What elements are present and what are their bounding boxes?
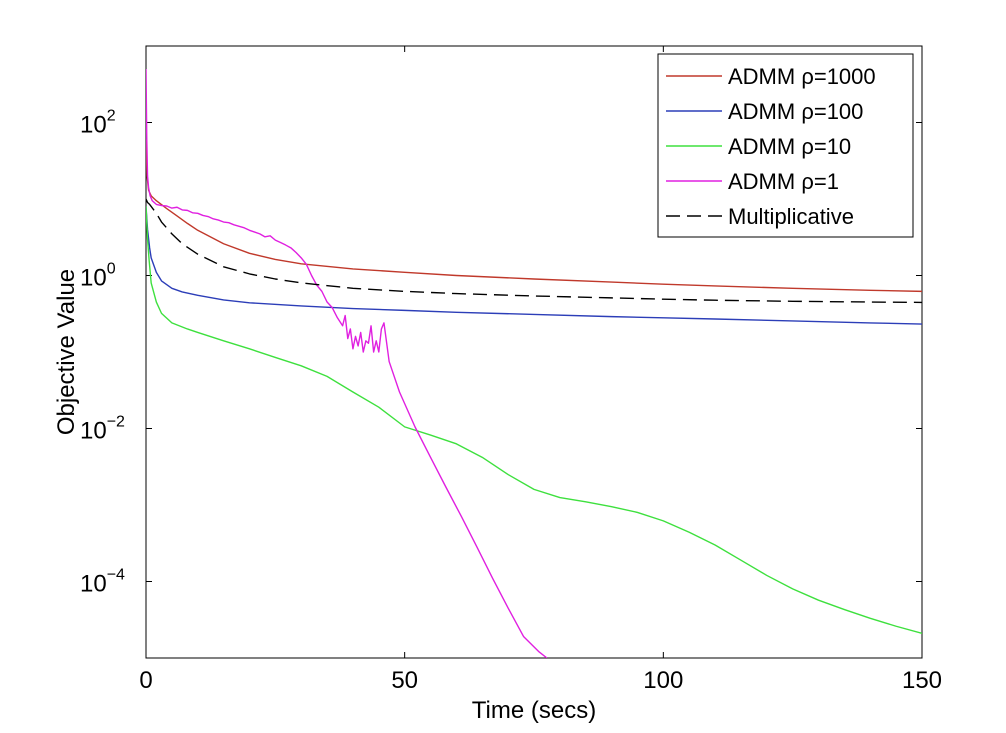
x-tick-label: 50 <box>391 667 418 694</box>
x-tick-label: 0 <box>139 667 152 694</box>
y-tick-base: 10 <box>80 265 107 292</box>
legend-label-admm-1: ADMM ρ=1 <box>728 169 839 194</box>
y-tick-label: 10−4 <box>80 567 125 598</box>
y-tick-exponent: 2 <box>107 108 116 125</box>
series-line-multiplicative <box>146 198 922 304</box>
y-tick-label: 100 <box>80 261 116 292</box>
series-line-admm-1000 <box>146 139 922 293</box>
series-lines <box>146 69 922 658</box>
y-tick-label: 10−2 <box>80 414 125 445</box>
series-line-admm-10 <box>146 206 922 635</box>
series-line-admm-100 <box>146 206 922 325</box>
series-line-admm-1 <box>146 69 548 658</box>
y-tick-exponent: −2 <box>107 414 125 431</box>
legend-label-admm-10: ADMM ρ=10 <box>728 134 851 159</box>
y-tick-exponent: −4 <box>107 567 125 584</box>
legend-label-multiplicative: Multiplicative <box>728 204 854 229</box>
x-tick-label: 100 <box>643 667 683 694</box>
legend: ADMM ρ=1000 ADMM ρ=100 ADMM ρ=10 ADMM ρ=1 Mu… <box>657 53 914 238</box>
y-tick-base: 10 <box>80 418 107 445</box>
legend-label-admm-100: ADMM ρ=100 <box>728 99 863 124</box>
x-axis-label: Time (secs) <box>472 697 596 724</box>
y-tick-base: 10 <box>80 571 107 598</box>
y-tick-label: 102 <box>80 108 116 139</box>
y-tick-exponent: 0 <box>107 261 116 278</box>
y-axis-label: Objective Value <box>53 269 80 435</box>
x-tick-label: 150 <box>902 667 942 694</box>
y-tick-base: 10 <box>80 112 107 139</box>
legend-label-admm-1000: ADMM ρ=1000 <box>728 64 876 89</box>
